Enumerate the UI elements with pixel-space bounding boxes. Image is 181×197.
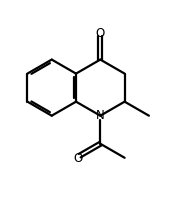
Text: O: O — [96, 27, 105, 40]
Text: O: O — [74, 152, 83, 165]
Text: N: N — [96, 109, 105, 122]
